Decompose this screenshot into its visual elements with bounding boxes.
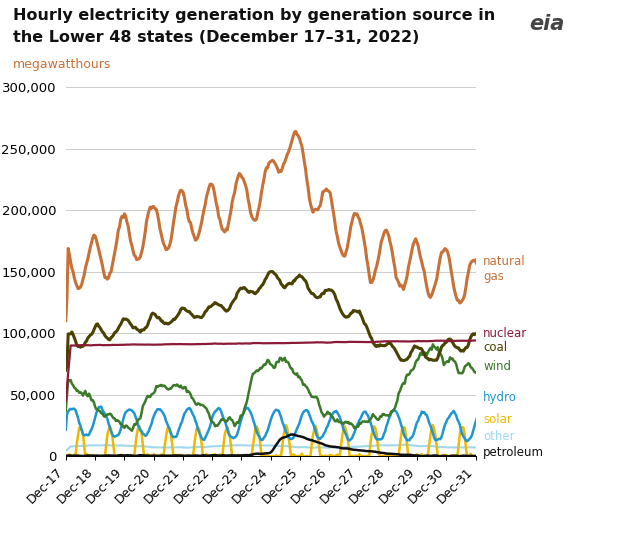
Text: coal: coal <box>483 341 507 354</box>
Text: Hourly electricity generation by generation source in: Hourly electricity generation by generat… <box>13 8 495 23</box>
Text: natural
gas: natural gas <box>483 255 526 283</box>
Text: nuclear: nuclear <box>483 327 527 340</box>
Text: hydro: hydro <box>483 390 517 404</box>
Text: the Lower 48 states (December 17–31, 2022): the Lower 48 states (December 17–31, 202… <box>13 30 419 45</box>
Text: eia: eia <box>529 14 565 34</box>
Text: wind: wind <box>483 360 511 373</box>
Text: petroleum: petroleum <box>483 446 544 459</box>
Text: megawatthours: megawatthours <box>13 58 111 71</box>
Text: other: other <box>483 430 515 443</box>
Text: solar: solar <box>483 413 512 426</box>
